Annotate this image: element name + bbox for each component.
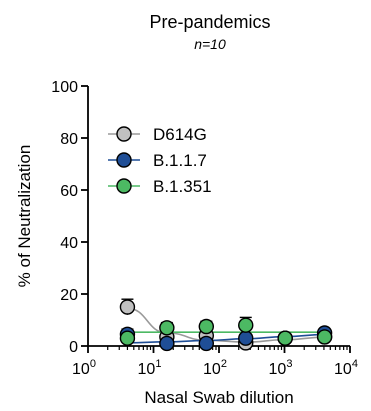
data-point <box>159 335 175 352</box>
y-axis-label: % of Neutralization <box>15 145 34 288</box>
chart-title: Pre-pandemics <box>149 12 270 32</box>
y-tick-label: 0 <box>69 339 78 356</box>
x-tick-label: 103 <box>269 358 293 378</box>
y-tick-label: 40 <box>60 235 78 252</box>
chart-subtitle: n=10 <box>194 36 226 52</box>
legend-marker <box>116 178 132 194</box>
legend-label: D614G <box>153 125 207 144</box>
x-tick-label: 104 <box>334 358 358 378</box>
data-point <box>159 320 175 336</box>
y-tick-label: 60 <box>60 183 78 200</box>
y-tick-label: 80 <box>60 131 78 148</box>
data-point <box>277 330 293 346</box>
data-point <box>316 329 333 345</box>
y-tick-label: 20 <box>60 287 78 304</box>
y-tick-label: 100 <box>51 79 78 96</box>
x-tick-label: 100 <box>72 358 96 378</box>
legend-label: B.1.1.7 <box>153 151 207 170</box>
data-point <box>119 299 136 315</box>
data-point <box>198 335 215 352</box>
x-axis: 100 101 102 103 104 Nasal Swab dilution <box>72 345 358 407</box>
x-tick-label: 101 <box>138 358 162 378</box>
legend-marker <box>116 152 132 168</box>
data-point <box>119 330 136 346</box>
data-point <box>238 317 254 333</box>
data-point <box>238 330 254 346</box>
legend: D614G B.1.1.7 B.1.351 <box>108 125 212 196</box>
x-tick-label: 102 <box>203 358 227 378</box>
legend-label: B.1.351 <box>153 177 212 196</box>
y-axis: 0 20 40 60 80 100 % of Neutralization <box>15 79 89 356</box>
legend-marker <box>116 126 132 142</box>
x-axis-label: Nasal Swab dilution <box>144 388 293 407</box>
data-point <box>198 318 215 335</box>
